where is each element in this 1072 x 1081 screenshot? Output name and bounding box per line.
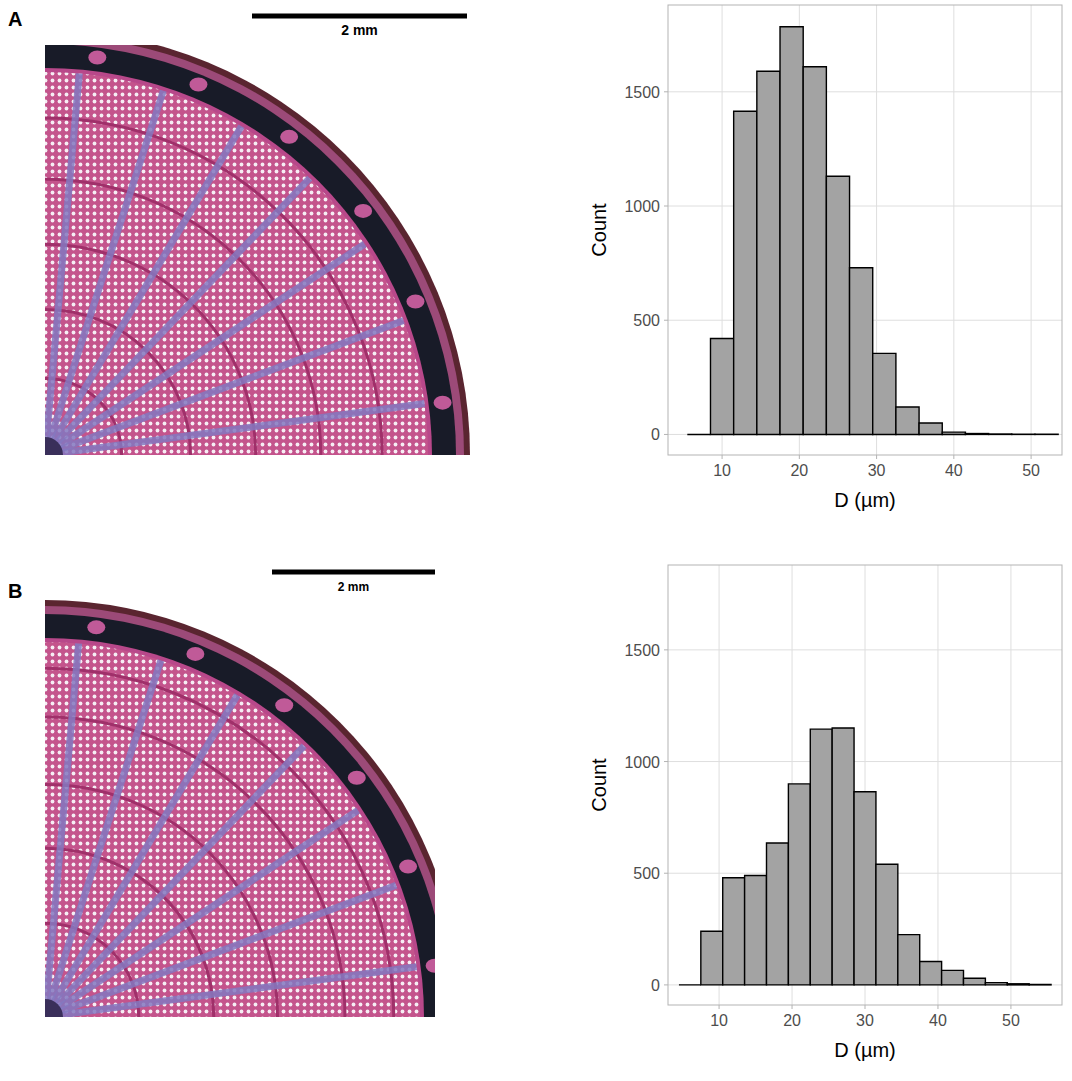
histogram-bar (850, 268, 873, 435)
figure: A2 mmB2 mm1020304050050010001500D (µm)Co… (0, 0, 1072, 1081)
tick-label: 1500 (624, 642, 660, 659)
tick-mark (937, 1005, 938, 1009)
tick-label: 500 (633, 312, 660, 329)
tick-label: 50 (1002, 1012, 1020, 1029)
histogram-bar (985, 983, 1007, 985)
micrograph (45, 600, 435, 1017)
tick-mark (664, 761, 668, 762)
histogram-bar (942, 432, 965, 434)
plot-background (668, 565, 1062, 1005)
tick-mark (722, 455, 723, 459)
tick-label: 1000 (624, 198, 660, 215)
tick-label: 1500 (624, 84, 660, 101)
axis-title: D (µm) (834, 489, 896, 511)
histogram-bar (723, 878, 745, 985)
histogram-bar (942, 970, 964, 985)
histogram-bar (679, 984, 701, 985)
grid-line (1010, 565, 1011, 1005)
plot-frame (668, 565, 1062, 1005)
tick-mark (664, 984, 668, 985)
tick-mark (664, 873, 668, 874)
histogram-bar (832, 728, 854, 985)
histogram-bar (1007, 984, 1029, 985)
tick-label: 30 (868, 462, 886, 479)
histogram-bar (757, 71, 780, 434)
histogram-bar (854, 792, 876, 985)
tick-mark (664, 206, 668, 207)
plot-background (668, 5, 1062, 455)
grid-line (668, 206, 1062, 207)
tick-mark (1031, 455, 1032, 459)
tick-mark (876, 455, 877, 459)
grid-line (668, 649, 1062, 650)
histogram-bar (745, 875, 767, 984)
grid-line (937, 565, 938, 1005)
histogram-bar (919, 423, 942, 434)
bars (679, 728, 1051, 985)
axis-title: Count (588, 758, 610, 812)
scale-bar (272, 570, 435, 575)
tick-label: 20 (783, 1012, 801, 1029)
histogram-bar (701, 931, 723, 985)
tick-label: 20 (790, 462, 808, 479)
histogram-bar (920, 961, 942, 984)
histogram-bar (896, 407, 919, 434)
histogram-panel: 1020304050050010001500D (µm)Count (588, 5, 1062, 511)
tick-label: 30 (856, 1012, 874, 1029)
histogram-bar (803, 67, 826, 435)
histogram-bar (734, 111, 757, 434)
axis-title: Count (588, 203, 610, 257)
grid-line (953, 5, 954, 455)
histogram-bar (1035, 434, 1058, 436)
tick-label: 40 (945, 462, 963, 479)
plot-frame (668, 5, 1062, 455)
tick-label: 0 (651, 977, 660, 994)
histogram-bar (873, 353, 896, 434)
tick-label: 0 (651, 426, 660, 443)
axis-title: D (µm) (834, 1039, 896, 1061)
tick-mark (865, 1005, 866, 1009)
histogram-bar (1012, 434, 1035, 436)
tick-mark (664, 91, 668, 92)
grid-line (668, 91, 1062, 92)
tick-label: 10 (710, 1012, 728, 1029)
bars (687, 27, 1058, 435)
tick-mark (792, 1005, 793, 1009)
tick-label: 500 (633, 865, 660, 882)
histogram-bar (1029, 984, 1051, 986)
histogram-bar (989, 433, 1012, 435)
histogram-bar (710, 339, 733, 435)
histogram-bar (826, 176, 849, 434)
scale-bar-label: 2 mm (341, 22, 378, 38)
tick-label: 50 (1022, 462, 1040, 479)
histogram-bar (810, 729, 832, 985)
tick-mark (664, 649, 668, 650)
tick-label: 10 (713, 462, 731, 479)
tick-label: 1000 (624, 754, 660, 771)
tick-label: 40 (929, 1012, 947, 1029)
histogram-panel: 1020304050050010001500D (µm)Count (588, 565, 1062, 1061)
scale-bar (252, 14, 467, 19)
histogram-bar (767, 843, 789, 985)
grid-line (1031, 5, 1032, 455)
tick-mark (664, 320, 668, 321)
histogram-bar (788, 784, 810, 985)
scale-bar-label: 2 mm (338, 580, 369, 594)
histogram-bar (898, 935, 920, 985)
tick-mark (1010, 1005, 1011, 1009)
micrograph (45, 45, 470, 455)
histogram-bar (687, 434, 710, 435)
panel-letter: B (8, 580, 22, 602)
tick-mark (719, 1005, 720, 1009)
histogram-bar (780, 27, 803, 435)
tick-mark (953, 455, 954, 459)
histogram-bar (876, 864, 898, 985)
tick-mark (799, 455, 800, 459)
grid-line (668, 761, 1062, 762)
panel-letter: A (8, 8, 22, 30)
histogram-bar (964, 978, 986, 985)
histogram-bar (965, 433, 988, 435)
tick-mark (664, 434, 668, 435)
